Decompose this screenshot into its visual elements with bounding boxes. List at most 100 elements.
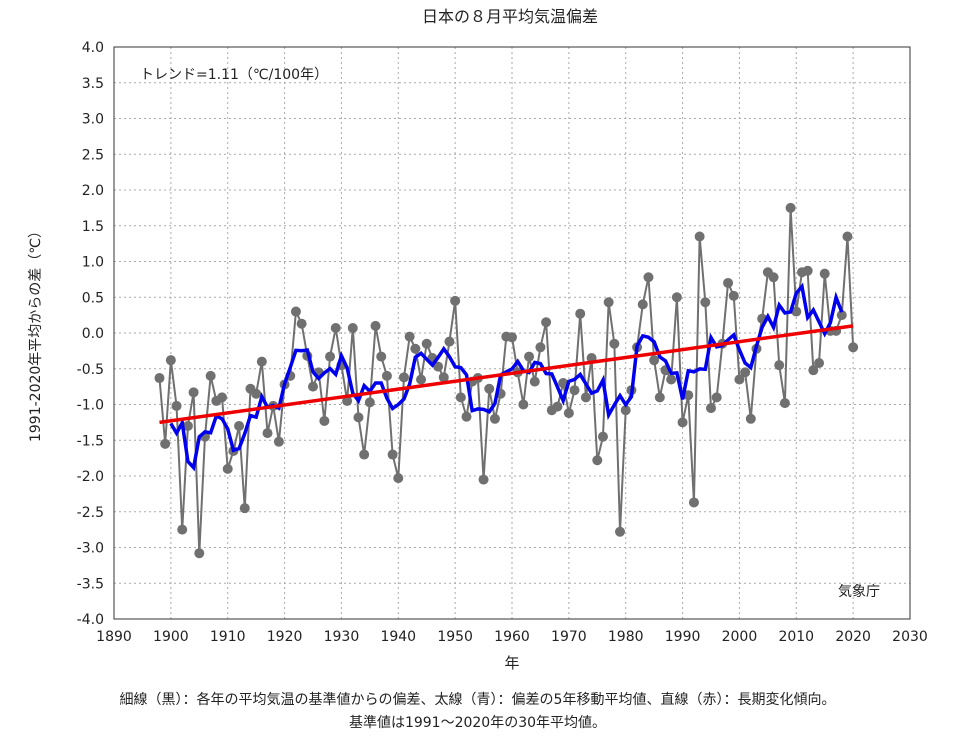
annual-point <box>489 413 500 424</box>
annual-point <box>802 265 813 276</box>
x-tick-label: 2000 <box>722 629 758 645</box>
annual-point <box>592 455 603 466</box>
annual-point <box>273 436 284 447</box>
x-tick-label: 2030 <box>892 629 928 645</box>
y-tick-label: 2.5 <box>82 147 104 163</box>
annual-point <box>740 367 751 378</box>
annual-point <box>177 524 188 535</box>
x-tick-label: 1890 <box>96 629 132 645</box>
annual-point <box>364 397 375 408</box>
annual-point <box>541 317 552 328</box>
annual-point <box>677 417 688 428</box>
annual-point <box>603 297 614 308</box>
x-tick-label: 1920 <box>267 629 303 645</box>
trend-label: トレンド=1.11（℃/100年） <box>140 67 328 83</box>
annual-line <box>158 207 855 554</box>
annual-point <box>643 272 654 283</box>
annual-point <box>171 400 182 411</box>
y-tick-label: 2.0 <box>82 183 104 199</box>
annual-point <box>569 385 580 396</box>
y-tick-label: -1.0 <box>77 398 104 414</box>
annual-point <box>325 351 336 362</box>
annual-point <box>575 308 586 319</box>
y-tick-label: -4.0 <box>77 612 104 628</box>
annual-point <box>535 342 546 353</box>
y-tick-label: 0.0 <box>82 326 104 342</box>
annual-point <box>398 372 409 383</box>
y-axis-label: 1991-2020年平均からの差（℃） <box>28 224 44 442</box>
annual-point <box>819 268 830 279</box>
plot-frame <box>113 46 911 620</box>
trend-line <box>159 324 854 425</box>
annual-point <box>290 306 301 317</box>
annual-point <box>552 401 563 412</box>
y-tick-label: 1.5 <box>82 219 104 235</box>
annual-point <box>438 372 449 383</box>
annual-point <box>791 306 802 317</box>
annual-point <box>416 374 427 385</box>
annual-point <box>234 420 245 431</box>
annual-point <box>666 374 677 385</box>
y-tick-label: 4.0 <box>82 40 104 56</box>
annual-point <box>308 381 318 392</box>
annual-point <box>745 413 756 424</box>
y-tick-label: 0.5 <box>82 290 104 306</box>
annual-point <box>251 388 262 399</box>
annual-point <box>507 332 517 343</box>
annual-point <box>615 526 626 537</box>
annual-point <box>160 438 171 449</box>
x-axis-label: 年 <box>504 654 519 672</box>
x-tick-label: 1960 <box>494 629 530 645</box>
annual-point <box>296 318 307 329</box>
annual-point <box>785 202 796 213</box>
x-tick-label: 1950 <box>437 629 473 645</box>
annual-point <box>842 231 853 242</box>
annual-point <box>404 331 415 342</box>
annual-point <box>188 387 199 398</box>
annual-point <box>330 322 341 333</box>
annual-point <box>637 299 648 310</box>
x-tick-label: 1990 <box>665 629 701 645</box>
annual-point <box>393 473 404 484</box>
x-tick-label: 1910 <box>210 629 246 645</box>
annual-point <box>410 343 421 354</box>
y-tick-labels: 4.0 3.5 3.0 2.5 2.0 1.5 1.0 0.5 0.0 -0.5 -1.0 -1.5 -… <box>77 40 104 628</box>
annual-point <box>518 399 529 410</box>
annual-point <box>256 356 267 367</box>
y-tick-label: -2.0 <box>77 469 104 485</box>
annual-point <box>478 474 489 485</box>
annual-point <box>194 548 205 559</box>
annual-point <box>563 408 574 419</box>
y-tick-label: -2.5 <box>77 505 104 521</box>
y-tick-label: -0.5 <box>77 362 104 378</box>
caption-line-1: 細線（黒）：各年の平均気温の基準値からの偏差、太線（青）：偏差の5年移動平均値、… <box>119 692 836 708</box>
y-tick-label: 1.0 <box>82 255 104 271</box>
y-tick-label: -3.5 <box>77 576 104 592</box>
y-tick-label: -3.0 <box>77 541 104 557</box>
annual-point <box>706 403 716 414</box>
annual-point <box>205 370 216 381</box>
annual-point <box>836 310 847 321</box>
annual-point <box>580 392 591 403</box>
annual-point <box>694 231 705 242</box>
annual-point <box>768 272 779 283</box>
annual-point <box>455 392 466 403</box>
annual-point <box>342 395 353 406</box>
caption-line-2: 基準値は1991～2020年の30年平均値。 <box>348 715 607 731</box>
x-tick-label: 2010 <box>778 629 814 645</box>
x-tick-label: 1970 <box>551 629 587 645</box>
annual-point <box>609 338 620 349</box>
y-tick-label: 3.0 <box>82 112 104 128</box>
annual-point <box>359 449 370 460</box>
annual-point <box>222 463 233 474</box>
annual-point <box>848 342 859 353</box>
annual-point <box>734 374 745 385</box>
annual-point <box>779 398 790 409</box>
annual-point <box>239 503 250 514</box>
annual-point <box>723 277 734 288</box>
annual-point <box>688 497 699 508</box>
annual-point <box>774 360 785 371</box>
annual-point <box>524 351 535 362</box>
annual-point <box>217 392 228 403</box>
